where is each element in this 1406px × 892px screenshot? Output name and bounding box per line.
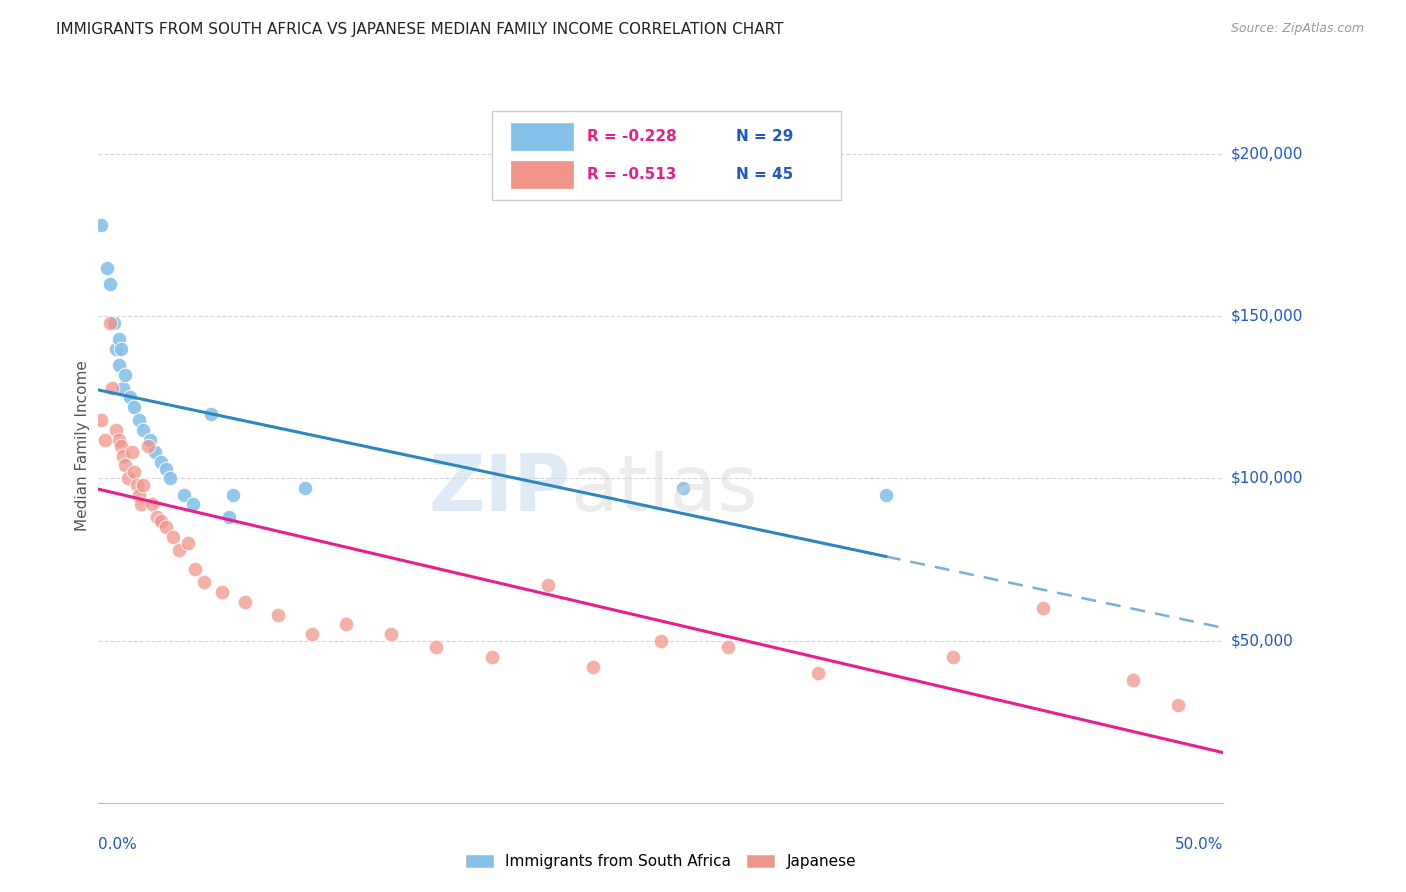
Text: 0.0%: 0.0% (98, 837, 138, 852)
Point (150, 455, 173, 469)
Point (128, 488, 150, 502)
Point (155, 461, 177, 475)
Point (672, 481, 695, 495)
Text: $150,000: $150,000 (1230, 309, 1302, 324)
Point (107, 332, 129, 346)
Point (141, 497, 163, 511)
Point (143, 445, 166, 459)
Point (107, 358, 129, 372)
Point (101, 381, 124, 395)
Point (139, 433, 162, 447)
Text: 50.0%: 50.0% (1175, 837, 1223, 852)
Text: $200,000: $200,000 (1230, 146, 1302, 161)
Point (110, 342, 132, 356)
Point (301, 627, 323, 641)
Text: IMMIGRANTS FROM SOUTH AFRICA VS JAPANESE MEDIAN FAMILY INCOME CORRELATION CHART: IMMIGRANTS FROM SOUTH AFRICA VS JAPANESE… (56, 22, 783, 37)
Point (96, 260, 118, 275)
Text: N = 29: N = 29 (737, 128, 793, 144)
Point (200, 407, 222, 421)
Point (184, 562, 207, 576)
Text: N = 45: N = 45 (737, 167, 793, 182)
Bar (512, 123, 574, 150)
Bar (512, 161, 574, 187)
Point (155, 520, 177, 534)
Point (94, 433, 117, 447)
Point (218, 510, 240, 524)
Point (114, 458, 136, 473)
Point (807, 666, 830, 681)
Point (112, 449, 135, 463)
Point (124, 400, 146, 414)
Point (193, 575, 215, 590)
Point (267, 607, 290, 622)
Point (169, 542, 191, 557)
Point (90, 413, 112, 427)
Point (222, 488, 245, 502)
Point (129, 497, 152, 511)
Point (117, 471, 139, 485)
Point (121, 445, 143, 459)
Point (1122, 673, 1144, 687)
Point (380, 627, 402, 641)
Point (717, 640, 740, 654)
Point (233, 595, 256, 609)
Text: atlas: atlas (571, 450, 758, 527)
Point (173, 488, 195, 502)
Text: $100,000: $100,000 (1230, 471, 1302, 486)
Point (177, 536, 200, 550)
Point (105, 342, 128, 356)
Point (335, 617, 357, 632)
Point (294, 481, 316, 495)
Point (1032, 601, 1054, 615)
Point (125, 478, 148, 492)
Legend: Immigrants from South Africa, Japanese: Immigrants from South Africa, Japanese (460, 848, 862, 875)
Point (1167, 698, 1189, 713)
Point (425, 640, 447, 654)
Text: $50,000: $50,000 (1230, 633, 1294, 648)
Point (537, 578, 560, 592)
FancyBboxPatch shape (492, 111, 841, 200)
Point (146, 510, 169, 524)
Point (105, 423, 128, 437)
Point (132, 423, 155, 437)
Point (481, 649, 503, 664)
Point (211, 585, 233, 599)
Point (132, 478, 155, 492)
Point (114, 368, 136, 382)
Y-axis label: Median Family Income: Median Family Income (75, 360, 90, 532)
Text: Source: ZipAtlas.com: Source: ZipAtlas.com (1230, 22, 1364, 36)
Point (112, 381, 135, 395)
Point (181, 497, 204, 511)
Point (107, 433, 129, 447)
Text: ZIP: ZIP (429, 450, 571, 527)
Point (90, 219, 112, 233)
Point (124, 465, 146, 479)
Point (118, 390, 141, 404)
Point (110, 439, 132, 453)
Point (582, 659, 605, 673)
Point (136, 439, 159, 453)
Point (159, 471, 181, 485)
Point (150, 514, 173, 528)
Point (98, 277, 121, 291)
Point (98, 316, 121, 330)
Point (942, 649, 965, 664)
Point (162, 530, 184, 544)
Point (650, 633, 672, 648)
Text: R = -0.513: R = -0.513 (586, 167, 676, 182)
Point (128, 413, 150, 427)
Text: R = -0.228: R = -0.228 (586, 128, 676, 144)
Point (103, 316, 125, 330)
Point (875, 488, 897, 502)
